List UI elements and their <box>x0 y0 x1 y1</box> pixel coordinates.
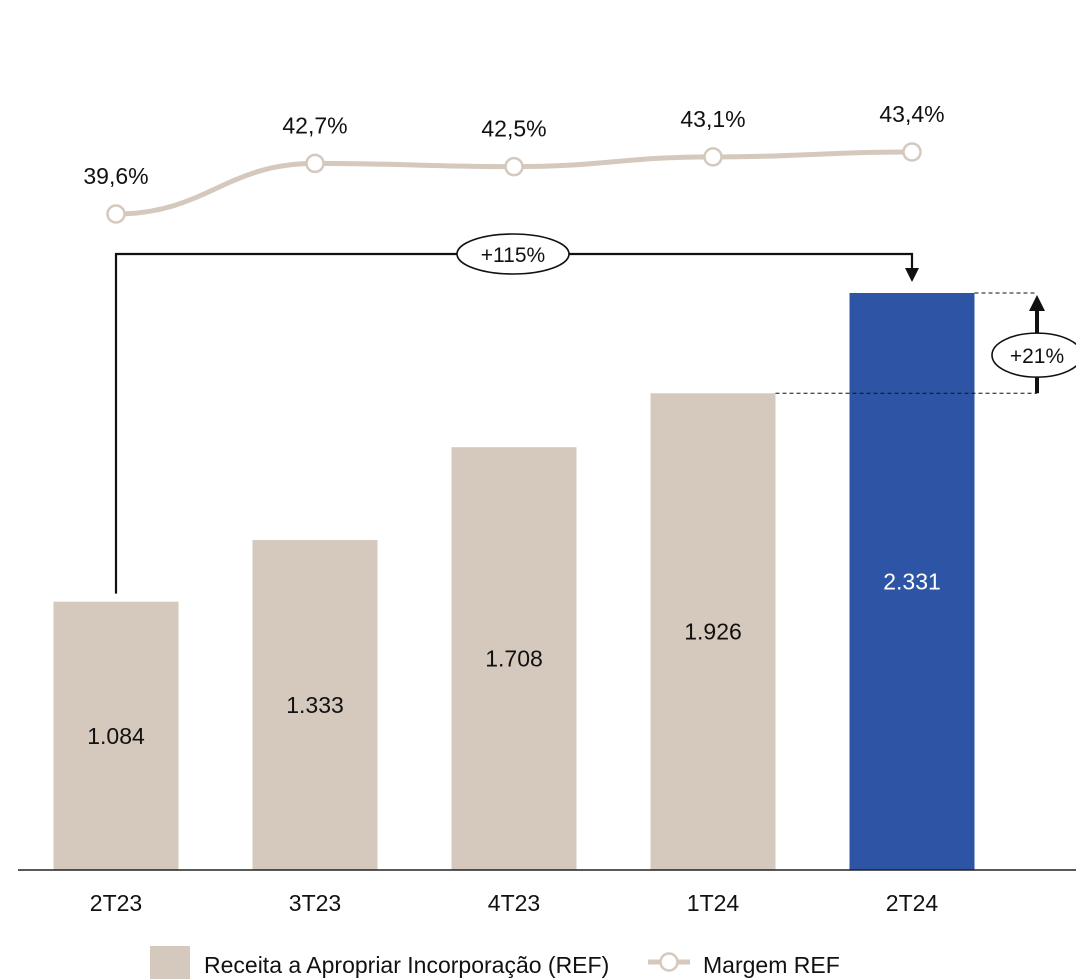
bar-value-label: 1.084 <box>87 723 145 749</box>
legend: Receita a Apropriar Incorporação (REF) Ma… <box>150 946 840 979</box>
bar-value-label: 1.708 <box>485 646 543 672</box>
annotation-bubble-115 <box>456 233 570 275</box>
margin-value-label: 42,7% <box>282 112 347 138</box>
x-tick-label: 3T23 <box>289 890 341 916</box>
margin-point <box>305 153 325 174</box>
margin-point <box>106 204 126 224</box>
annotation-text-115: +115% <box>481 244 545 267</box>
margin-point <box>504 156 524 177</box>
x-tick-label: 1T24 <box>687 890 740 916</box>
arrow-up-icon <box>1029 295 1045 311</box>
bar-1T24 <box>650 393 776 870</box>
bar-3T23 <box>252 540 378 870</box>
legend-marker-icon <box>659 952 679 972</box>
annotation-text-21: +21% <box>1010 345 1064 368</box>
margin-value-label: 42,5% <box>481 116 546 142</box>
margin-point <box>902 142 922 162</box>
bar-value-label: 2.331 <box>883 569 941 595</box>
x-tick-label: 2T23 <box>90 890 142 916</box>
bar-4T23 <box>451 447 577 870</box>
bars-group: 1.084 1.333 1.708 1.926 2.331 <box>53 293 975 870</box>
margin-value-label: 39,6% <box>83 163 148 189</box>
bar-2T23 <box>53 601 179 870</box>
bar-value-label: 1.926 <box>684 619 742 645</box>
annotation-bubble-21 <box>991 332 1076 378</box>
legend-swatch-ref <box>150 946 190 979</box>
x-tick-label: 4T23 <box>488 890 540 916</box>
arrow-down-icon <box>905 268 919 282</box>
margin-line-group: 39,6% 42,7% 42,5% 43,1% 43,4% <box>83 101 945 224</box>
bar-2T24 <box>849 293 975 870</box>
margin-point <box>703 147 723 167</box>
legend-label-ref: Receita a Apropriar Incorporação (REF) <box>204 952 609 978</box>
annotations-group: +115% +21% <box>114 233 1076 594</box>
x-axis: 2T23 3T23 4T23 1T24 2T24 <box>18 869 1076 916</box>
margin-value-label: 43,1% <box>680 106 745 132</box>
bar-value-label: 1.333 <box>286 692 344 718</box>
legend-label-margin: Margem REF <box>703 952 840 978</box>
x-tick-label: 2T24 <box>886 890 939 916</box>
margin-value-label: 43,4% <box>879 101 944 127</box>
